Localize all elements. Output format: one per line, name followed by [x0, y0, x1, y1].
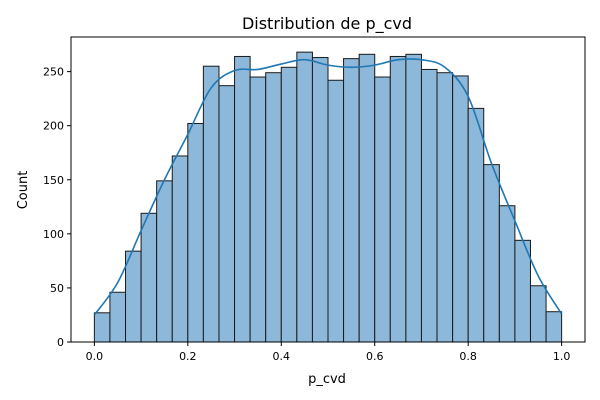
y-tick-label: 0	[57, 336, 64, 349]
x-tick-label: 0.4	[273, 350, 291, 363]
histogram-bar	[234, 55, 251, 343]
bars-group	[93, 51, 563, 343]
y-axis: 0 50 100 150 200 250	[43, 66, 71, 349]
x-tick-label: 0.6	[366, 350, 384, 363]
histogram-bar	[436, 72, 454, 343]
histogram-bar	[514, 239, 531, 343]
x-tick-label: 0.2	[179, 350, 197, 363]
histogram-bar	[140, 212, 158, 343]
histogram-bar	[187, 123, 204, 343]
histogram-bar	[296, 51, 313, 343]
histogram-bar	[109, 291, 127, 343]
histogram-bar	[420, 68, 438, 343]
histogram-bar	[265, 72, 282, 343]
histogram-bar	[125, 250, 142, 343]
histogram-bar	[311, 57, 329, 343]
histogram-bar	[545, 311, 563, 343]
histogram-bar	[467, 107, 485, 343]
y-tick-label: 100	[43, 228, 64, 241]
kde-line	[93, 58, 563, 316]
histogram-bar	[374, 76, 391, 343]
histogram-bar	[280, 66, 298, 343]
histogram-bar	[343, 58, 360, 343]
y-tick-label: 250	[43, 66, 64, 79]
y-tick-label: 200	[43, 120, 64, 133]
x-tick-label: 0.0	[86, 350, 104, 363]
histogram-bar	[156, 180, 173, 343]
kde-group	[93, 58, 563, 316]
x-axis-label: p_cvd	[308, 372, 346, 387]
histogram-bar	[483, 164, 500, 343]
x-axis: 0.0 0.2 0.4 0.6 0.8 1.0	[86, 342, 571, 363]
histogram-bar	[202, 65, 220, 343]
histogram-bar	[358, 53, 376, 343]
histogram-bar	[171, 155, 189, 343]
histogram-bar	[249, 76, 267, 343]
histogram-bar	[93, 312, 111, 343]
x-tick-label: 1.0	[553, 350, 571, 363]
y-tick-label: 50	[50, 282, 64, 295]
histogram-bar	[327, 79, 345, 343]
histogram-bar	[389, 55, 407, 343]
histogram-bar	[529, 285, 547, 343]
chart-title: Distribution de p_cvd	[242, 14, 412, 34]
y-axis-label: Count	[16, 171, 31, 210]
histogram-bar	[405, 53, 422, 343]
plot-frame	[70, 36, 586, 343]
y-tick-label: 150	[43, 174, 64, 187]
histogram-bar	[498, 205, 516, 343]
x-tick-label: 0.8	[459, 350, 477, 363]
histogram-bar	[218, 85, 236, 343]
histogram-bar	[452, 75, 469, 343]
